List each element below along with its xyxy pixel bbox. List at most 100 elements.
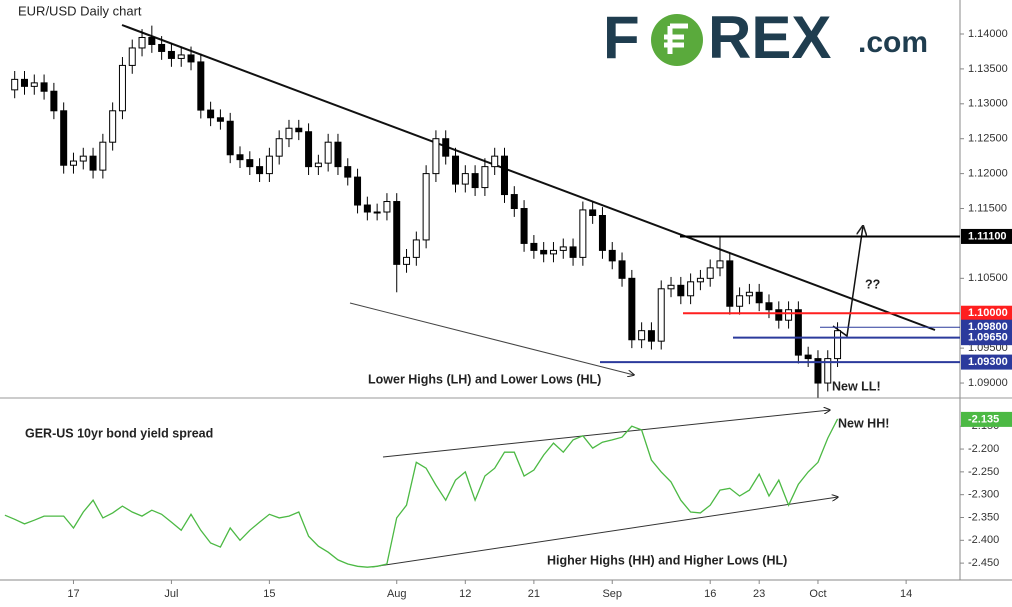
trend-line [121, 24, 936, 331]
candle-body [510, 194, 518, 210]
candle-body [530, 242, 538, 251]
candle-body [471, 173, 479, 189]
arrow [371, 497, 838, 568]
candle-body [138, 36, 146, 49]
candle-body [246, 159, 254, 168]
candle-body [99, 141, 107, 171]
candle-body [834, 330, 842, 360]
candle-body [285, 127, 293, 140]
candle-body [236, 154, 244, 161]
candle-body [589, 209, 597, 216]
candle-body [69, 160, 77, 166]
arrow [349, 302, 634, 375]
annotation: New LL! [832, 379, 881, 393]
candle-body [383, 201, 391, 213]
candle-body [363, 204, 371, 213]
x-tick-label: 15 [263, 588, 275, 600]
candle-body [109, 110, 117, 143]
candle-body [314, 162, 322, 168]
candle-body [275, 138, 283, 157]
candle-body [745, 291, 753, 297]
candle-body [30, 82, 38, 87]
candle-body [716, 260, 724, 269]
candle-body [540, 249, 548, 255]
logo-icon [651, 14, 703, 66]
candle-body [677, 284, 685, 297]
candle-body [569, 246, 577, 258]
candle-body [481, 166, 489, 189]
y-tick-label: -2.250 [968, 466, 999, 478]
x-tick-label: Oct [809, 588, 826, 600]
logo-text: F [603, 4, 640, 71]
candle-body [804, 354, 812, 360]
price-tag-label: 1.09650 [968, 332, 1008, 344]
candle-body [89, 155, 97, 171]
price-tag [961, 354, 1012, 370]
candle-body [334, 141, 342, 168]
candle-body [461, 173, 469, 185]
candle-body [354, 176, 362, 206]
candle-body [491, 155, 499, 168]
candle-body [657, 288, 665, 342]
candle-body [618, 260, 626, 279]
candle-body [667, 284, 675, 290]
y-tick-label: -2.300 [968, 489, 999, 501]
annotation: New HH! [838, 416, 889, 430]
annotation: Higher Highs (HH) and Higher Lows (HL) [547, 553, 787, 567]
candle-body [638, 330, 646, 341]
logo-text: .com [858, 26, 928, 59]
x-tick-label: 14 [900, 588, 912, 600]
x-tick-label: Sep [602, 588, 622, 600]
candle-body [197, 61, 205, 111]
candle-body [324, 141, 332, 164]
candle-body [579, 209, 587, 258]
data-line [4, 418, 839, 568]
y-tick-label: 1.14000 [968, 28, 1008, 40]
logo-icon [664, 23, 688, 54]
candle-body [344, 166, 352, 178]
candle-body [755, 291, 763, 304]
y-tick-label: -2.200 [968, 443, 999, 455]
candle-body [118, 64, 126, 112]
candle-body [128, 47, 136, 66]
x-tick-label: Jul [164, 588, 178, 600]
candle-body [373, 211, 381, 214]
y-tick-label: 1.11500 [968, 202, 1007, 214]
candle-body [216, 117, 224, 122]
candle-body [177, 54, 185, 59]
candle-body [647, 330, 655, 342]
candle-body [559, 246, 567, 251]
candle-body [79, 155, 87, 162]
candle-body [207, 109, 215, 119]
candle-body [305, 131, 313, 168]
candle-body [432, 138, 440, 175]
candle-body [452, 155, 460, 185]
candle-body [794, 309, 802, 356]
candle-body [167, 50, 175, 59]
candle-body [775, 309, 783, 321]
chart-title: GER-US 10yr bond yield spread [25, 426, 213, 440]
candle-body [726, 260, 734, 307]
candle-body [265, 155, 273, 175]
price-tag-label: 1.11100 [968, 230, 1007, 242]
x-tick-label: 21 [528, 588, 540, 600]
candle-body [393, 201, 401, 265]
candle-body [226, 120, 234, 156]
candle-body [412, 239, 420, 258]
candle-body [687, 281, 695, 297]
candle-body [442, 138, 450, 157]
y-tick-label: -2.400 [968, 534, 999, 546]
candle-body [765, 302, 773, 311]
candle-body [706, 267, 714, 279]
candle-body [814, 358, 822, 384]
candle-body [824, 358, 832, 384]
candle-body [158, 43, 166, 52]
x-tick-label: 12 [459, 588, 471, 600]
y-tick-label: -2.350 [968, 511, 999, 523]
candle-body [520, 208, 528, 244]
arrow [382, 410, 830, 458]
logo-text: REX [708, 4, 831, 71]
y-tick-label: 1.13500 [968, 63, 1008, 75]
candle-body [20, 78, 28, 87]
